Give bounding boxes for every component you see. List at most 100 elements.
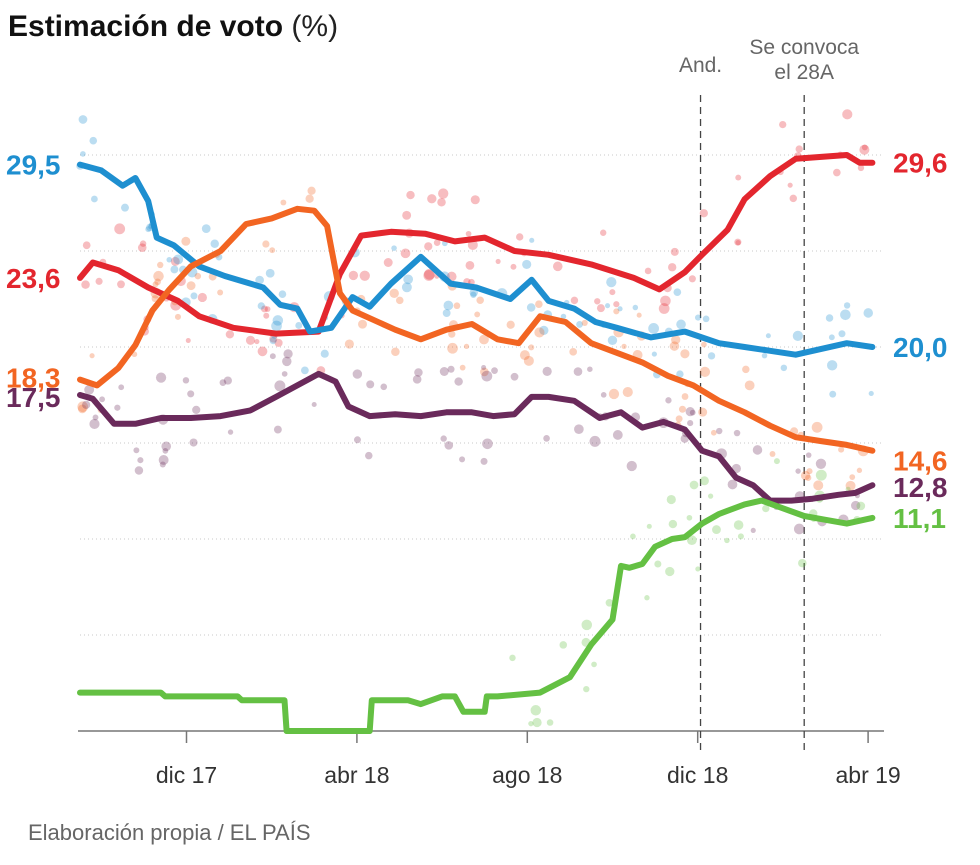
poll-dot [192,405,201,414]
poll-dot [506,320,515,329]
poll-dot [792,330,803,341]
poll-dot [481,370,493,382]
poll-dot [311,402,317,408]
x-tick-label: ago 18 [492,762,562,788]
poll-dot [813,480,824,491]
poll-dot [589,435,601,447]
series-start-label: 17,5 [6,382,61,413]
poll-dot [523,355,534,366]
poll-dot [481,364,487,371]
poll-dot [842,109,853,120]
poll-dot [389,288,399,299]
poll-dot [522,259,532,269]
poll-dot [223,376,232,385]
poll-dot [444,441,454,450]
poll-dot [89,418,100,430]
poll-dot [699,209,708,218]
poll-dot [712,525,721,535]
poll-dot [676,319,686,330]
series-start-label: 18,3 [6,363,61,394]
poll-dot [574,424,584,435]
poll-dot [245,335,256,345]
poll-dot [154,278,161,286]
poll-dot [137,243,147,252]
poll-dot [269,353,276,360]
poll-dot [707,352,716,360]
poll-dot [353,436,361,444]
poll-dot [859,144,870,155]
poll-dot [535,300,543,308]
poll-dot [437,197,446,207]
poll-dot [459,456,466,463]
poll-dot [495,258,501,264]
poll-dot [646,523,652,529]
poll-dot [680,434,689,443]
poll-dot [596,304,605,313]
poll-dot [591,661,597,668]
poll-dot [636,312,642,318]
poll-dot [600,229,607,236]
series-line [77,370,876,504]
poll-dot [474,311,481,318]
poll-dot [708,493,714,499]
poll-dot [675,415,683,423]
poll-dot [261,305,268,313]
poll-dot [532,717,542,728]
poll-dot [257,346,268,357]
poll-dot [789,194,798,203]
poll-dot [733,429,741,437]
poll-dot [695,566,701,572]
poll-dot [800,470,811,481]
poll-dot [686,514,693,521]
poll-dot [694,314,702,321]
poll-dot [401,282,412,293]
poll-dot [380,383,388,391]
poll-dot [139,240,147,247]
poll-dot [765,333,771,339]
poll-dot [359,270,370,281]
poll-dot [787,182,793,188]
poll-dot [673,288,682,297]
poll-dot [95,277,103,285]
poll-dot [366,380,375,389]
poll-dot [133,447,140,454]
x-tick-label: abr 18 [324,762,389,788]
poll-dot [626,460,637,472]
poll-dot [273,425,282,434]
poll-dot [805,474,812,481]
series-line [77,152,876,337]
poll-dot [254,338,260,345]
series-end-label: 12,8 [893,472,948,503]
poll-dot [710,429,717,436]
poll-dot [114,223,126,235]
poll-dot [117,280,125,289]
poll-dot [552,261,563,272]
poll-dot [689,480,699,490]
poll-dot [210,239,219,248]
event-label: el 28A [774,61,834,84]
poll-dot [587,366,593,372]
poll-dot [281,371,288,377]
poll-dot [735,174,742,181]
poll-dot [161,441,172,452]
poll-dot [440,435,447,442]
poll-dot [689,409,696,416]
poll-dot [539,325,549,336]
series-end-label: 29,6 [893,148,948,179]
poll-dot [157,261,164,269]
poll-dot [559,641,568,649]
poll-dot [414,368,423,377]
poll-dot [613,308,620,315]
poll-dot [152,281,159,288]
poll-dot [609,289,616,296]
poll-dot [181,236,191,246]
poll-dot [833,168,841,177]
poll-dot [159,461,166,468]
poll-dot [851,500,861,511]
poll-dot [569,347,578,356]
poll-dot [583,685,590,693]
poll-dot [699,366,711,377]
poll-dot [278,290,287,298]
poll-dot [528,344,535,351]
poll-dot [463,343,470,349]
